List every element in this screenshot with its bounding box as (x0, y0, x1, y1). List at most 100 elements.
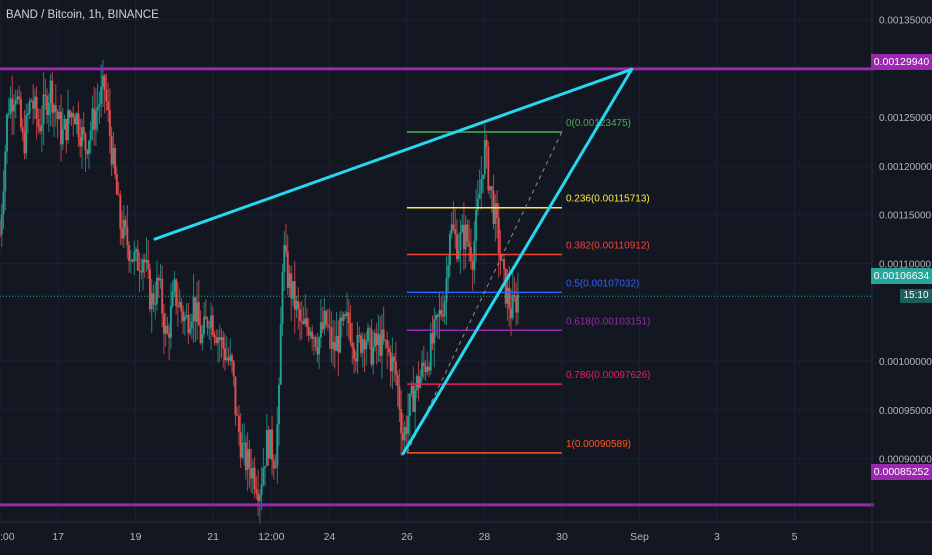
candle-body (375, 333, 378, 346)
fib-level-label: 1(0.00090589) (566, 439, 631, 450)
candle-body (124, 219, 127, 227)
trend-lines[interactable] (153, 67, 634, 456)
candle-body (332, 341, 335, 349)
candle-body (513, 294, 516, 297)
candle-body (354, 358, 357, 362)
candle-body (246, 449, 249, 471)
candle-body (417, 376, 420, 388)
candle-body (255, 489, 258, 494)
candle-body (368, 328, 371, 330)
candle-body (454, 229, 457, 235)
candle-body (40, 124, 43, 132)
candle-body (297, 300, 300, 310)
candle-body (126, 226, 129, 246)
candle-body (199, 325, 202, 344)
candle-body (435, 315, 437, 320)
candle-body (175, 279, 178, 306)
candle-body (89, 130, 92, 141)
candle-body (407, 416, 410, 434)
candle-body (101, 75, 104, 87)
candle-body (12, 104, 15, 112)
candle-body (2, 191, 5, 215)
candle-body (100, 86, 103, 104)
candle-body (433, 319, 436, 344)
time-tick-label: :00 (0, 531, 15, 543)
candle-body (248, 449, 251, 469)
candle-body (267, 430, 270, 459)
candle-body (400, 409, 403, 434)
candle-body (422, 362, 425, 366)
candle-body (319, 322, 322, 338)
candle-body (244, 442, 247, 471)
fibonacci-retracement[interactable]: 0(0.00123475)0.236(0.00115713)0.382(0.00… (406, 118, 651, 454)
candle-body (501, 259, 504, 261)
time-tick-label: 5 (792, 531, 798, 543)
candle-body (87, 140, 90, 155)
candle-body (450, 224, 453, 234)
candle-body (157, 277, 160, 281)
candle-body (316, 347, 319, 355)
candle-body (223, 348, 226, 361)
candle-body (466, 224, 469, 242)
candle-body (333, 341, 336, 351)
candle-body (300, 320, 303, 322)
candle-body (147, 259, 150, 269)
candle-body (65, 118, 68, 141)
candle-body (396, 374, 399, 387)
candle-body (72, 113, 75, 118)
candle-body (23, 132, 26, 154)
candle-body (455, 234, 458, 260)
candle-body (258, 495, 261, 501)
candle-body (295, 300, 298, 310)
candle-body (438, 309, 441, 317)
candle-body (227, 357, 230, 361)
candle-body (464, 224, 467, 250)
candle-body (11, 98, 14, 112)
candle-body (119, 195, 122, 229)
candle-body (370, 329, 373, 365)
candle-body (424, 365, 427, 373)
candle-body (194, 297, 197, 322)
candle-body (436, 315, 439, 317)
candle-body (496, 203, 499, 218)
candle-body (178, 301, 181, 307)
candle-body (494, 203, 497, 225)
candle-body (230, 355, 233, 362)
candle-body (180, 301, 183, 312)
candle-body (229, 355, 232, 361)
candle-body (415, 376, 418, 391)
candle-body (286, 251, 289, 288)
candle-body (51, 80, 54, 113)
candle-body (429, 333, 432, 371)
candle-body (419, 376, 422, 388)
candle-body (53, 105, 56, 113)
candle-body (265, 430, 268, 467)
price-tick-label: 0.00090000 (879, 455, 932, 466)
candle-body (236, 414, 239, 416)
candle-body (215, 337, 218, 344)
candle-body (150, 293, 153, 310)
time-tick-label: Sep (630, 531, 649, 543)
grid (0, 0, 872, 522)
candle-body (159, 278, 162, 281)
candle-body (384, 339, 387, 341)
candle-body (386, 339, 389, 349)
candle-body (321, 322, 324, 330)
candle-body (476, 198, 479, 210)
candle-body (142, 259, 145, 273)
candle-body (290, 273, 293, 299)
candle-body (77, 113, 80, 137)
candle-body (204, 316, 207, 320)
candle-body (46, 96, 49, 116)
candle-body (480, 178, 483, 194)
candle-body (344, 314, 347, 317)
candle-body (515, 296, 518, 313)
candle-body (86, 150, 89, 155)
candle-body (145, 259, 148, 263)
candle-body (239, 432, 242, 458)
candle-body (314, 337, 317, 348)
price-tick-label: 0.00100000 (879, 357, 932, 368)
candle-body (16, 96, 19, 100)
candle-body (349, 322, 352, 343)
